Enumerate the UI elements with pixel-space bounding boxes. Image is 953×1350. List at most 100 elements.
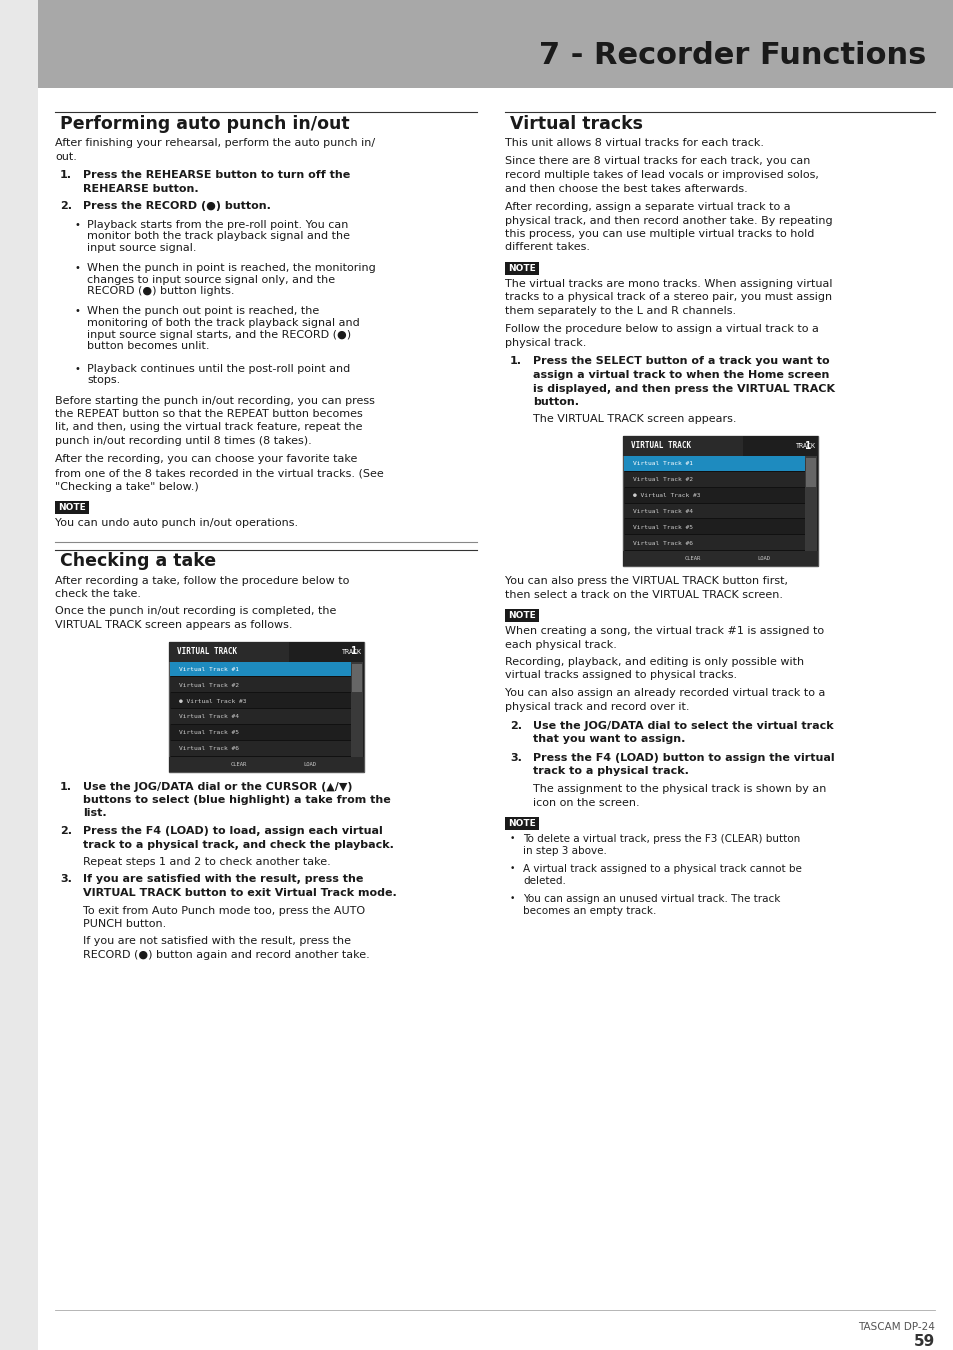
Text: Playback starts from the pre-roll point. You can
monitor both the track playback: Playback starts from the pre-roll point.… (87, 220, 350, 252)
Text: track to a physical track.: track to a physical track. (533, 767, 688, 776)
Text: •: • (75, 306, 81, 316)
Text: TRACK: TRACK (795, 443, 815, 450)
Text: A virtual track assigned to a physical track cannot be
deleted.: A virtual track assigned to a physical t… (522, 864, 801, 886)
Text: 1: 1 (804, 441, 810, 451)
Text: TASCAM DP-24: TASCAM DP-24 (858, 1322, 934, 1332)
Text: VIRTUAL TRACK: VIRTUAL TRACK (630, 441, 690, 451)
Text: VIRTUAL TRACK screen appears as follows.: VIRTUAL TRACK screen appears as follows. (55, 620, 293, 630)
Bar (623, 520, 804, 535)
Text: LOAD: LOAD (756, 556, 769, 562)
Text: 7 - Recorder Functions: 7 - Recorder Functions (538, 40, 925, 70)
Text: Playback continues until the post-roll point and
stops.: Playback continues until the post-roll p… (87, 363, 350, 385)
Text: Virtual Track #1: Virtual Track #1 (179, 667, 239, 672)
Text: record multiple takes of lead vocals or improvised solos,: record multiple takes of lead vocals or … (504, 170, 818, 180)
Text: 1.: 1. (60, 782, 71, 791)
Text: To delete a virtual track, press the F3 (CLEAR) button
in step 3 above.: To delete a virtual track, press the F3 … (522, 834, 800, 856)
Text: physical track and record over it.: physical track and record over it. (504, 702, 689, 711)
Text: NOTE: NOTE (508, 612, 536, 620)
Text: Virtual Track #6: Virtual Track #6 (179, 747, 239, 751)
Text: Repeat steps 1 and 2 to check another take.: Repeat steps 1 and 2 to check another ta… (83, 857, 331, 867)
Text: NOTE: NOTE (58, 504, 86, 512)
Text: When the punch out point is reached, the
monitoring of both the track playback s: When the punch out point is reached, the… (87, 306, 359, 351)
Text: them separately to the L and R channels.: them separately to the L and R channels. (504, 306, 736, 316)
Text: Since there are 8 virtual tracks for each track, you can: Since there are 8 virtual tracks for eac… (504, 157, 809, 166)
Text: 1.: 1. (510, 356, 521, 366)
Text: tracks to a physical track of a stereo pair, you must assign: tracks to a physical track of a stereo p… (504, 293, 831, 302)
Text: Virtual Track #4: Virtual Track #4 (633, 509, 692, 514)
Text: Press the F4 (LOAD) to load, assign each virtual: Press the F4 (LOAD) to load, assign each… (83, 826, 382, 836)
Text: assign a virtual track to when the Home screen: assign a virtual track to when the Home … (533, 370, 828, 379)
Bar (504, 262, 538, 275)
Text: Performing auto punch in/out: Performing auto punch in/out (60, 115, 349, 134)
Text: If you are satisfied with the result, press the: If you are satisfied with the result, pr… (83, 875, 363, 884)
Bar (504, 609, 538, 622)
Text: CLEAR: CLEAR (684, 556, 700, 562)
Text: You can undo auto punch in/out operations.: You can undo auto punch in/out operation… (55, 518, 297, 528)
Bar (804, 456, 816, 551)
Text: from one of the 8 takes recorded in the virtual tracks. (See: from one of the 8 takes recorded in the … (55, 468, 383, 478)
Text: The VIRTUAL TRACK screen appears.: The VIRTUAL TRACK screen appears. (533, 414, 736, 424)
Bar (170, 693, 351, 707)
Text: 2.: 2. (510, 721, 521, 730)
Text: Follow the procedure below to assign a virtual track to a: Follow the procedure below to assign a v… (504, 324, 818, 335)
Text: You can also assign an already recorded virtual track to a: You can also assign an already recorded … (504, 688, 824, 698)
Bar (623, 456, 804, 471)
Text: track to a physical track, and check the playback.: track to a physical track, and check the… (83, 840, 394, 849)
Text: "Checking a take" below.): "Checking a take" below.) (55, 482, 198, 491)
Bar (169, 641, 364, 771)
Text: 1: 1 (351, 647, 356, 656)
Text: •: • (510, 864, 515, 873)
Bar (623, 472, 804, 486)
Text: 2.: 2. (60, 826, 71, 836)
Text: VIRTUAL TRACK button to exit Virtual Track mode.: VIRTUAL TRACK button to exit Virtual Tra… (83, 888, 396, 898)
Text: •: • (75, 220, 81, 230)
Text: is displayed, and then press the VIRTUAL TRACK: is displayed, and then press the VIRTUAL… (533, 383, 834, 393)
Text: If you are not satisfied with the result, press the: If you are not satisfied with the result… (83, 937, 351, 946)
Text: icon on the screen.: icon on the screen. (533, 798, 639, 807)
Text: check the take.: check the take. (55, 589, 141, 599)
Text: buttons to select (blue highlight) a take from the: buttons to select (blue highlight) a tak… (83, 795, 391, 805)
Text: Virtual Track #6: Virtual Track #6 (633, 540, 692, 545)
Bar (170, 741, 351, 756)
Text: PUNCH button.: PUNCH button. (83, 919, 166, 929)
Text: Use the JOG/DATA dial or the CURSOR (▲/▼): Use the JOG/DATA dial or the CURSOR (▲/▼… (83, 782, 352, 791)
Text: VIRTUAL TRACK: VIRTUAL TRACK (177, 647, 237, 656)
Text: •: • (510, 894, 515, 903)
Text: button.: button. (533, 397, 578, 406)
Text: The virtual tracks are mono tracks. When assigning virtual: The virtual tracks are mono tracks. When… (504, 279, 832, 289)
Bar (623, 535, 804, 549)
Bar (504, 817, 538, 830)
Text: You can assign an unused virtual track. The track
becomes an empty track.: You can assign an unused virtual track. … (522, 894, 780, 915)
Text: virtual tracks assigned to physical tracks.: virtual tracks assigned to physical trac… (504, 671, 737, 680)
Text: the REPEAT button so that the REPEAT button becomes: the REPEAT button so that the REPEAT but… (55, 409, 362, 418)
Text: CLEAR: CLEAR (231, 761, 247, 767)
Text: LOAD: LOAD (303, 761, 315, 767)
Text: Virtual Track #5: Virtual Track #5 (179, 730, 239, 736)
Text: Press the RECORD (●) button.: Press the RECORD (●) button. (83, 201, 271, 211)
Bar (623, 504, 804, 518)
Text: lit, and then, using the virtual track feature, repeat the: lit, and then, using the virtual track f… (55, 423, 362, 432)
Text: physical track, and then record another take. By repeating: physical track, and then record another … (504, 216, 832, 225)
Text: that you want to assign.: that you want to assign. (533, 734, 684, 744)
Text: REHEARSE button.: REHEARSE button. (83, 184, 198, 193)
Text: Virtual tracks: Virtual tracks (510, 115, 642, 134)
Text: The assignment to the physical track is shown by an: The assignment to the physical track is … (533, 784, 825, 794)
Bar (805, 458, 815, 486)
Bar (38, 0, 953, 88)
Text: Once the punch in/out recording is completed, the: Once the punch in/out recording is compl… (55, 606, 336, 617)
Text: After recording, assign a separate virtual track to a: After recording, assign a separate virtu… (504, 202, 790, 212)
Text: and then choose the best takes afterwards.: and then choose the best takes afterward… (504, 184, 747, 193)
Bar (169, 641, 364, 662)
Bar (170, 662, 351, 676)
Bar (169, 756, 364, 771)
Text: Virtual Track #2: Virtual Track #2 (179, 683, 239, 687)
Bar (170, 678, 351, 693)
Text: Use the JOG/DATA dial to select the virtual track: Use the JOG/DATA dial to select the virt… (533, 721, 833, 730)
Text: out.: out. (55, 151, 77, 162)
Text: •: • (510, 834, 515, 842)
Text: 59: 59 (913, 1334, 934, 1349)
Text: this process, you can use multiple virtual tracks to hold: this process, you can use multiple virtu… (504, 230, 814, 239)
Bar (622, 436, 817, 456)
Bar (351, 662, 363, 756)
Text: 2.: 2. (60, 201, 71, 211)
